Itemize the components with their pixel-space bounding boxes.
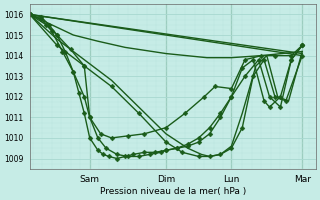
X-axis label: Pression niveau de la mer( hPa ): Pression niveau de la mer( hPa ) (100, 187, 246, 196)
